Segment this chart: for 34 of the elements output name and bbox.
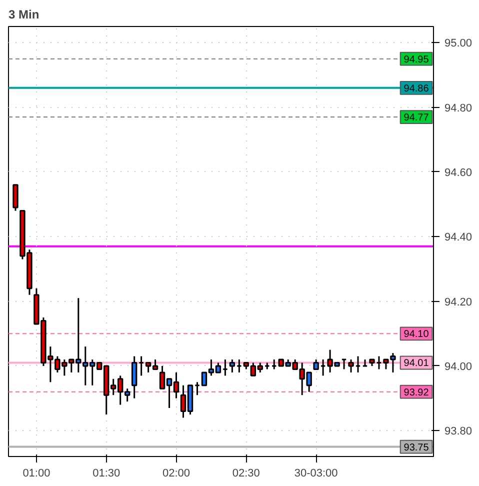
- y-tick-label: 94.20: [444, 296, 472, 308]
- chart-title: 3 Min: [8, 8, 40, 22]
- candlestick: [194, 381, 200, 396]
- candlestick: [348, 358, 354, 374]
- candlestick: [222, 358, 228, 376]
- y-tick-label: 94.40: [444, 232, 472, 244]
- x-tick-label: 30-03:00: [294, 468, 338, 480]
- ref-line-label: 94.86: [404, 83, 430, 94]
- candlestick: [131, 356, 138, 400]
- y-tick-label: 94.80: [444, 102, 472, 114]
- candlestick: [320, 358, 326, 376]
- ref-line-label: 93.75: [404, 442, 430, 454]
- candlestick: [271, 358, 277, 370]
- ref-line-label: 94.10: [404, 329, 430, 340]
- ref-line-label: 94.77: [404, 112, 430, 124]
- candlestick: [341, 358, 347, 370]
- candlestick: [229, 358, 236, 374]
- y-tick-label: 95.00: [444, 38, 472, 50]
- candlestick: [355, 356, 361, 374]
- candlestick: [376, 356, 382, 370]
- x-tick-label: 02:00: [162, 468, 190, 480]
- ref-line-label: 94.01: [404, 358, 430, 370]
- ref-line-label: 93.92: [404, 387, 430, 398]
- candlestick: [138, 356, 144, 376]
- y-tick-label: 94.00: [444, 360, 472, 373]
- ref-line-label: 94.95: [404, 54, 430, 66]
- x-tick-label: 01:30: [92, 468, 120, 480]
- candlestick: [313, 358, 319, 370]
- candlestick: [12, 184, 18, 212]
- y-tick-label: 93.80: [444, 426, 472, 438]
- x-tick-label: 01:00: [22, 468, 50, 480]
- y-tick-label: 94.60: [444, 166, 472, 179]
- x-tick-label: 02:30: [232, 468, 260, 480]
- candlestick: [236, 358, 242, 374]
